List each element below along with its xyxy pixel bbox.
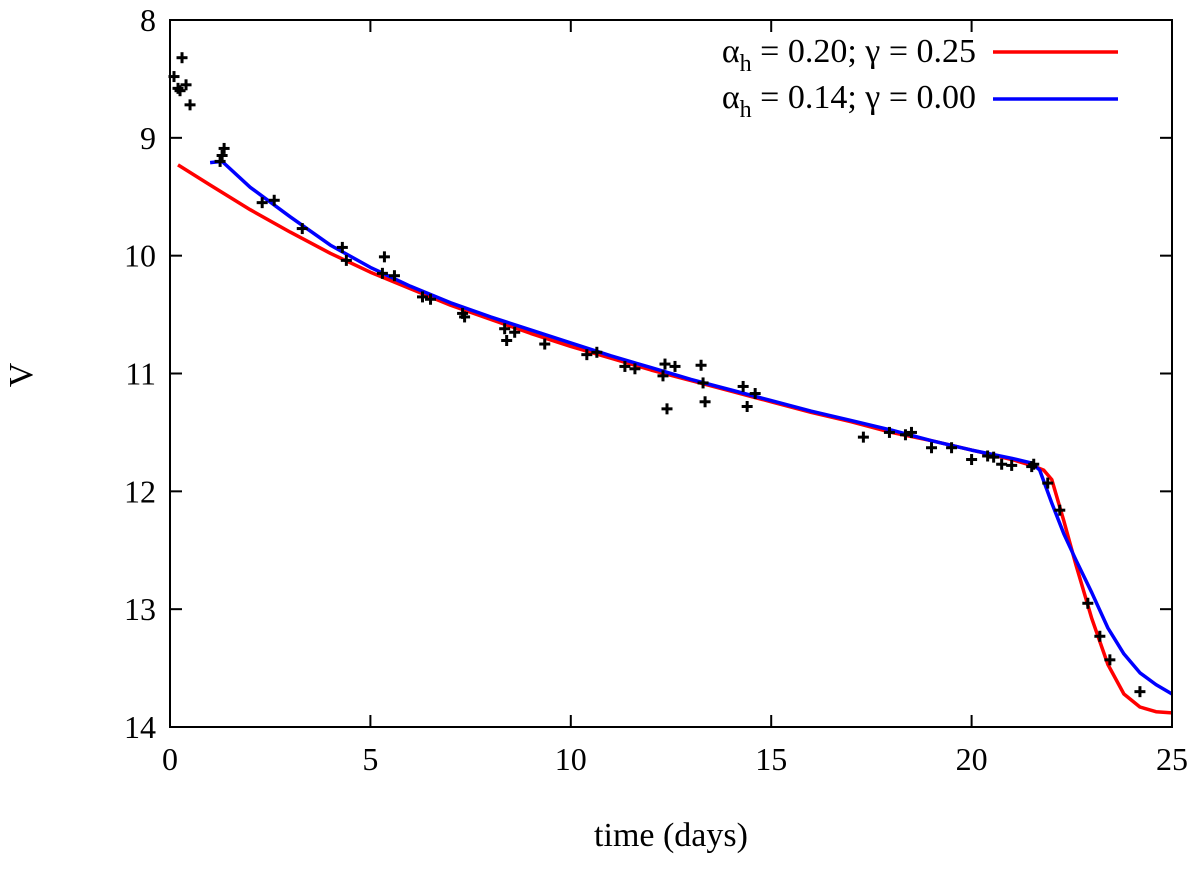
observation-point <box>749 388 761 400</box>
observation-point <box>883 426 895 438</box>
observation-point <box>996 458 1008 470</box>
svg-text:αh = 0.14; γ = 0.00: αh = 0.14; γ = 0.00 <box>722 79 976 123</box>
observation-point <box>376 267 388 279</box>
observation-point <box>216 150 228 162</box>
observation-point <box>659 358 671 370</box>
observation-point <box>695 359 707 371</box>
y-tick-label: 10 <box>124 238 156 274</box>
y-tick-label: 12 <box>124 473 156 509</box>
observation-point <box>1006 459 1018 471</box>
observation-point <box>661 403 673 415</box>
x-tick-label: 5 <box>362 741 378 777</box>
series-line-blue <box>209 159 1173 696</box>
legend-subscript: h <box>740 51 752 77</box>
legend-text: = 0.20; γ = 0.25 <box>752 33 976 70</box>
observation-point <box>629 363 641 375</box>
x-tick-label: 0 <box>162 741 178 777</box>
y-tick-label: 14 <box>124 709 156 745</box>
observation-point <box>184 99 196 111</box>
observation-point <box>1028 458 1040 470</box>
observation-point <box>988 451 1000 463</box>
observation-point <box>388 270 400 282</box>
observation-point <box>214 155 226 167</box>
observation-point <box>905 426 917 438</box>
y-tick-label: 13 <box>124 591 156 627</box>
observation-point <box>174 85 186 97</box>
x-tick-label: 10 <box>555 741 587 777</box>
observation-point <box>340 254 352 266</box>
legend-subscript: h <box>740 97 752 123</box>
x-axis-title: time (days) <box>594 817 748 854</box>
observation-point <box>699 396 711 408</box>
x-tick-label: 25 <box>1156 741 1188 777</box>
observation-point <box>926 442 938 454</box>
x-tick-label: 20 <box>956 741 988 777</box>
observation-point <box>1094 630 1106 642</box>
observation-point <box>1134 686 1146 698</box>
observation-point <box>657 370 669 382</box>
series-line-red <box>177 163 1173 715</box>
observation-point <box>256 197 268 209</box>
svg-text:αh = 0.20; γ = 0.25: αh = 0.20; γ = 0.25 <box>722 33 976 77</box>
observation-point <box>539 338 551 350</box>
y-axis-title: V <box>3 362 40 387</box>
observation-point <box>581 349 593 361</box>
legend-text: = 0.14; γ = 0.00 <box>752 79 976 116</box>
observation-point <box>1042 477 1054 489</box>
plot-frame <box>169 19 1173 728</box>
observation-point <box>499 323 511 335</box>
observation-point <box>459 311 471 323</box>
observation-point <box>1104 654 1116 666</box>
observation-point <box>669 360 681 372</box>
model-curves <box>177 159 1173 715</box>
observation-point <box>218 142 230 154</box>
observation-point <box>425 293 437 305</box>
x-tick-label: 15 <box>755 741 787 777</box>
observation-point <box>857 431 869 443</box>
observation-point <box>296 223 308 235</box>
y-tick-label: 9 <box>140 120 156 156</box>
legend-alpha: α <box>722 33 740 70</box>
observation-point <box>741 400 753 412</box>
observation-point <box>336 241 348 253</box>
observation-point <box>737 380 749 392</box>
observation-point <box>591 346 603 358</box>
y-tick-label: 11 <box>125 356 156 392</box>
observation-points <box>168 52 1146 698</box>
observation-point <box>417 291 429 303</box>
observation-point <box>899 429 911 441</box>
observation-point <box>946 442 958 454</box>
tick-labels: 0 5 10 15 20 25 8 9 10 11 12 13 14 <box>124 2 1188 777</box>
observation-point <box>268 194 280 206</box>
observation-point <box>509 326 521 338</box>
observation-point <box>1054 504 1066 516</box>
observation-point <box>176 52 188 64</box>
legend-entry-blue: αh = 0.14; γ = 0.00 <box>722 79 1118 123</box>
observation-point <box>378 251 390 263</box>
legend-entry-red: αh = 0.20; γ = 0.25 <box>722 33 1118 77</box>
observation-point <box>180 79 192 91</box>
observation-point <box>966 454 978 466</box>
legend-alpha: α <box>722 79 740 116</box>
observation-point <box>619 360 631 372</box>
observation-point <box>697 377 709 389</box>
legend: αh = 0.20; γ = 0.25 αh = 0.14; γ = 0.00 <box>722 33 1118 123</box>
observation-point <box>1082 597 1094 609</box>
y-tick-label: 8 <box>140 2 156 38</box>
observation-point <box>501 335 513 347</box>
